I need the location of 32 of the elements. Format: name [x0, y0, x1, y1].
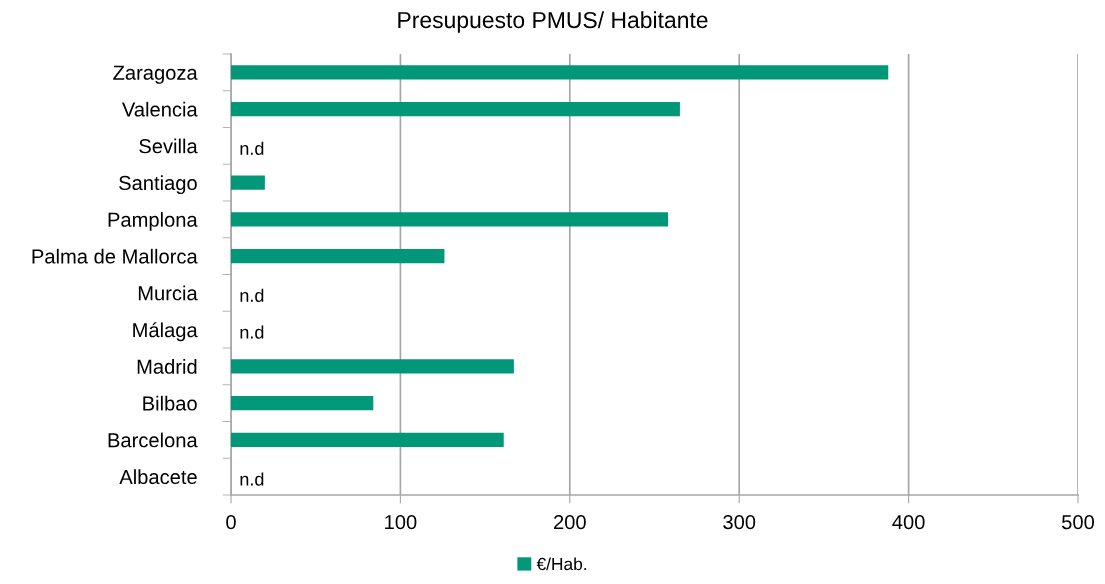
y-tick-label: Pamplona: [108, 212, 198, 231]
y-tick-label: Albacete: [119, 469, 197, 485]
bar: [231, 248, 445, 264]
bar: [231, 432, 504, 448]
x-tick-label: 500: [1062, 514, 1095, 530]
bar: [231, 65, 889, 80]
bar: [231, 101, 680, 117]
y-tick-label: Murcia: [138, 285, 198, 301]
y-tick-label: Valencia: [121, 101, 198, 117]
text: n.d: [240, 288, 264, 302]
text: n.d: [240, 472, 264, 486]
x-tick-label: 0: [226, 514, 236, 530]
y-tick-label: Santiago: [119, 175, 197, 195]
y-tick-label: Málaga: [133, 322, 198, 342]
legend-label: €/Hab.: [536, 557, 587, 571]
y-tick-label: Sevilla: [139, 138, 198, 154]
y-tick-label: Barcelona: [108, 432, 198, 448]
bar: [231, 212, 669, 227]
text: n.d: [240, 325, 264, 339]
y-tick-label: Bilbao: [143, 395, 197, 411]
bar: [231, 175, 265, 190]
x-tick-label: 200: [554, 514, 586, 530]
x-tick-label: 300: [723, 514, 756, 530]
x-tick-label: 400: [892, 514, 925, 530]
y-tick-label: Madrid: [137, 359, 197, 374]
bar: [231, 359, 514, 374]
y-tick-label: Zaragoza: [113, 65, 198, 84]
bar: [231, 395, 374, 411]
y-tick-label: Palma de Mallorca: [32, 248, 198, 264]
text: n.d: [240, 141, 264, 155]
x-tick-label: 100: [385, 514, 417, 530]
chart-title: Presupuesto PMUS/ Habitante: [398, 11, 708, 33]
